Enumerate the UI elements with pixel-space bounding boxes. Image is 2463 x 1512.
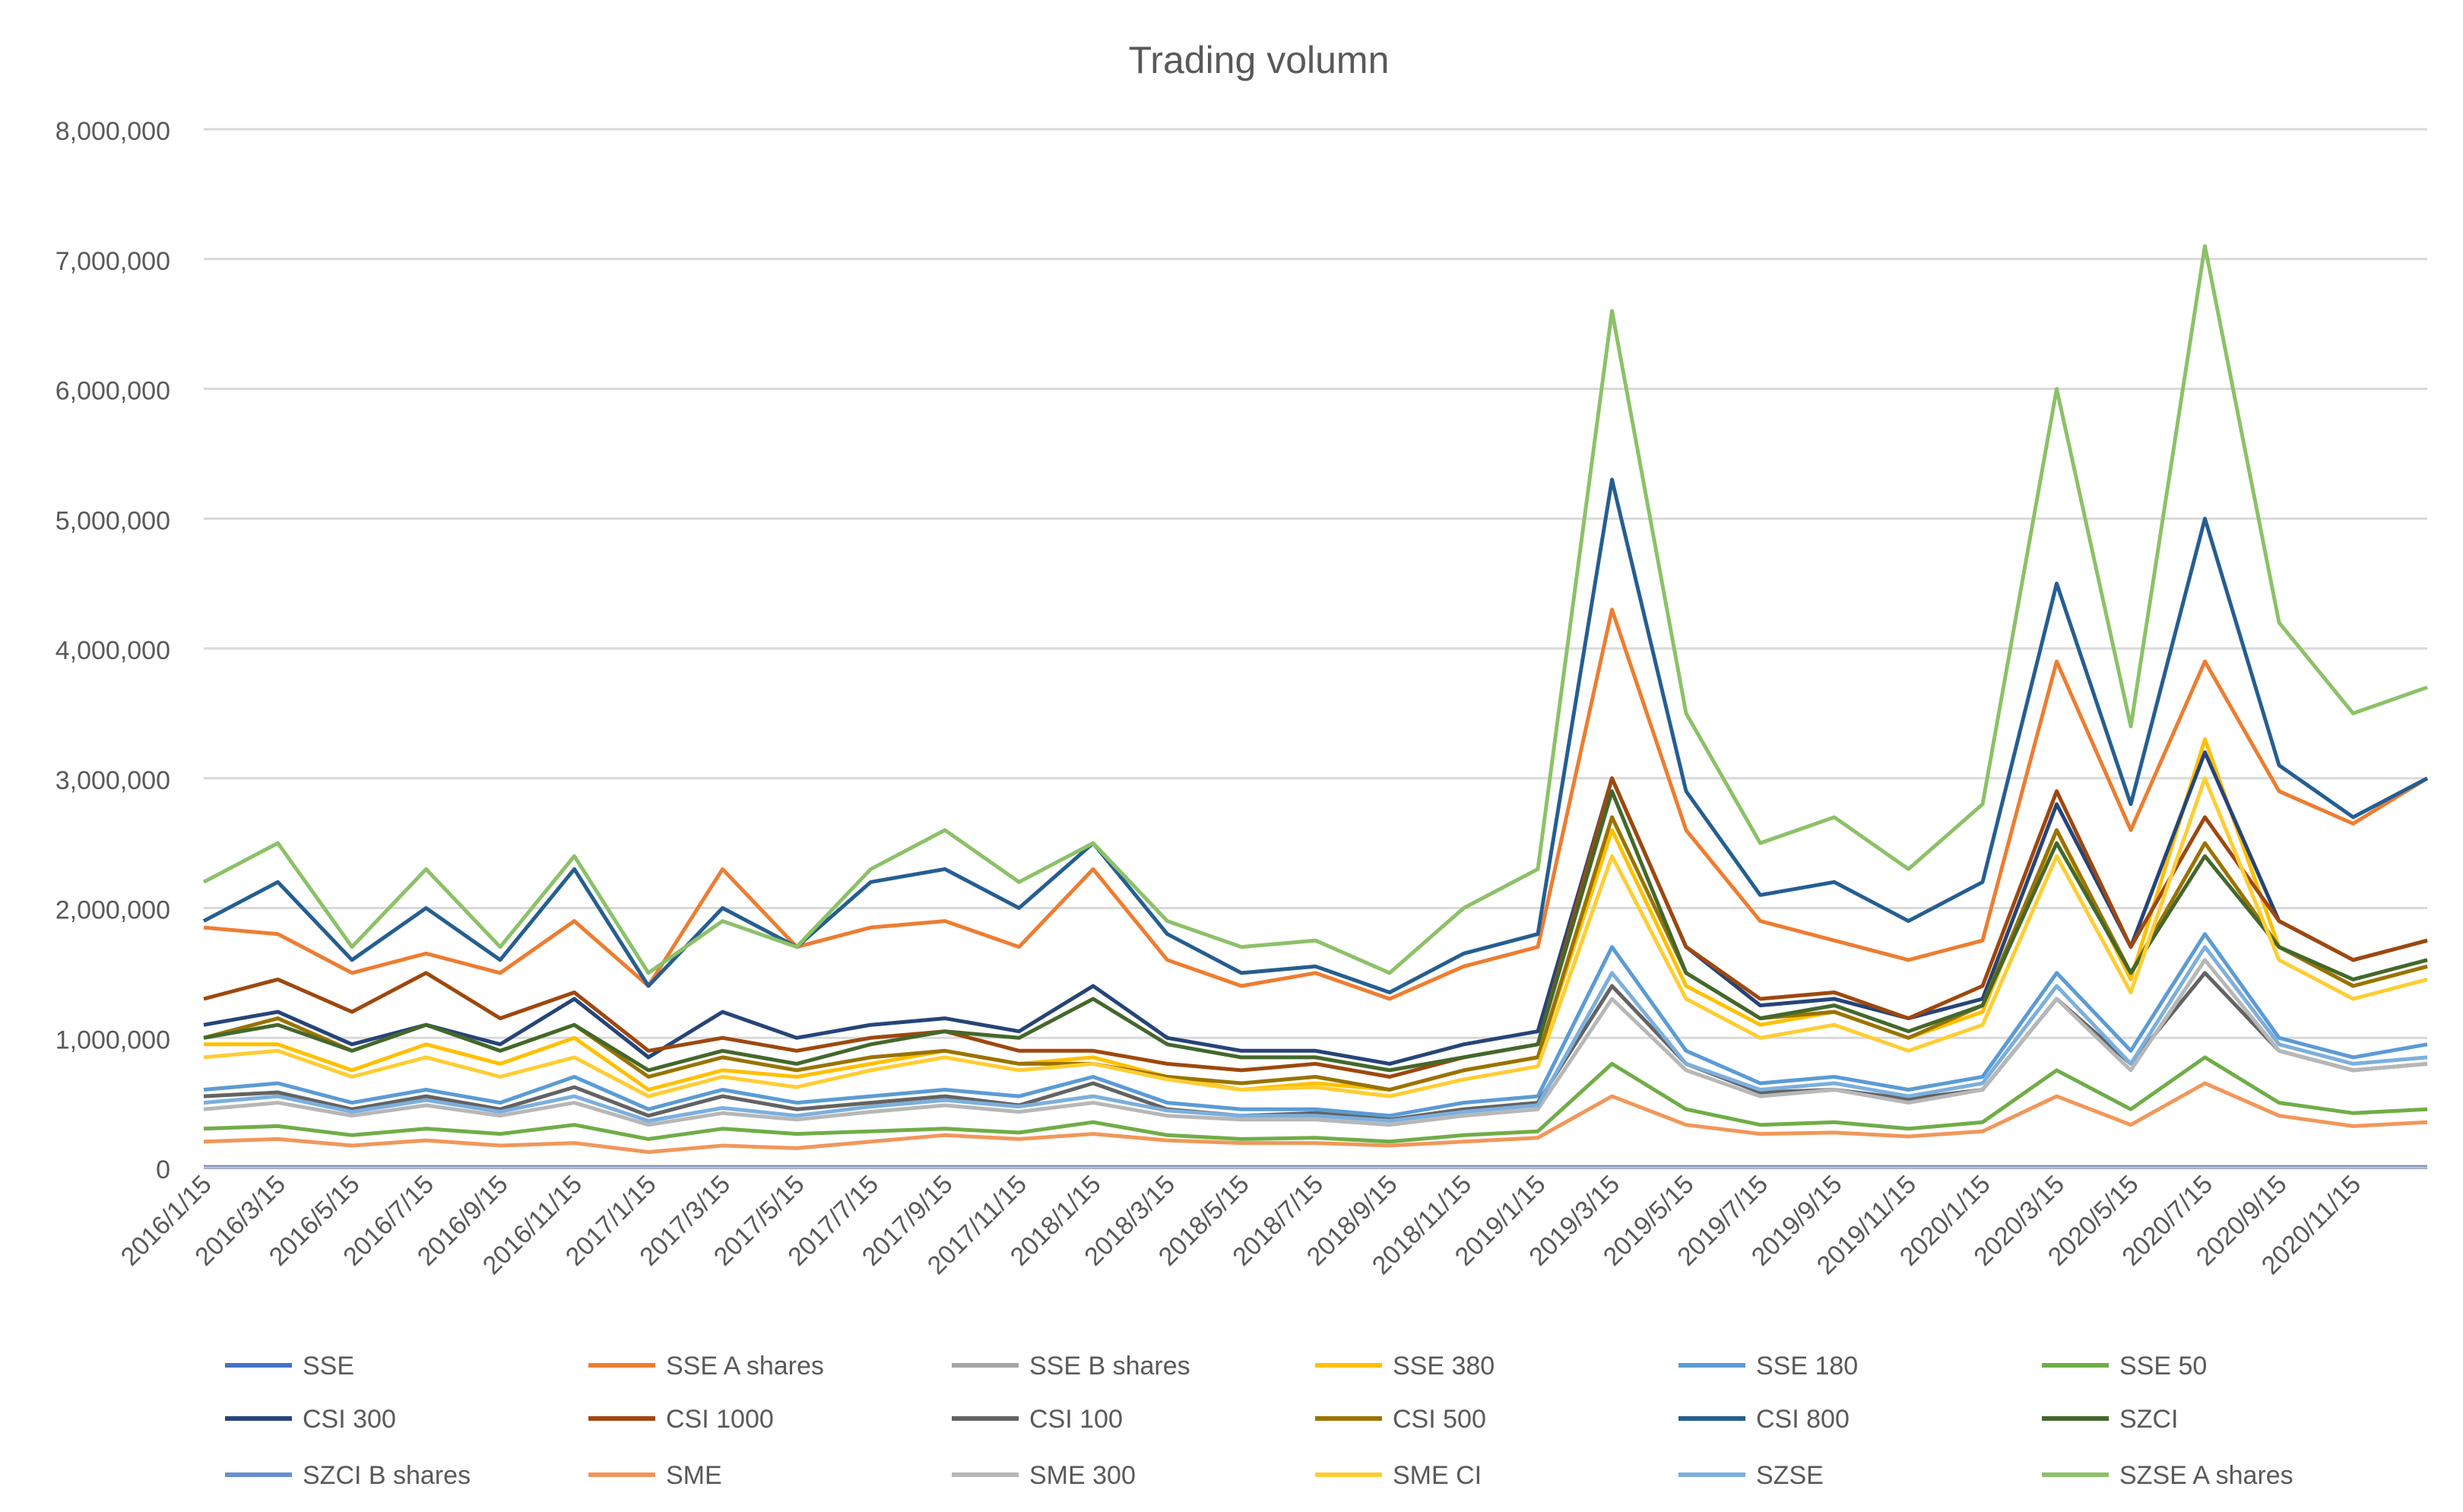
series-line-csi-1000 [203, 776, 2428, 1079]
y-tick-label: 1,000,000 [55, 1025, 170, 1054]
y-tick-label: 0 [156, 1155, 170, 1184]
legend: SSE SSE A shares SSE B shares SSE 380 SSE 18… [225, 1352, 2293, 1490]
legend-label: CSI 1000 [666, 1405, 774, 1434]
x-axis-ticks: 2016/1/152016/3/152016/5/152016/7/152016… [116, 1170, 2366, 1280]
legend-label: CSI 800 [1756, 1405, 1850, 1434]
y-axis-ticks: 0 1,000,000 2,000,000 3,000,000 4,000,000 5,0… [55, 117, 170, 1184]
series-line-szse-a-shares [202, 244, 2428, 975]
series-line-sse-50 [203, 1055, 2428, 1144]
y-tick-label: 5,000,000 [55, 506, 170, 535]
legend-label: SSE B shares [1029, 1352, 1190, 1380]
legend-label: SZSE A shares [2119, 1461, 2293, 1490]
legend-label: CSI 300 [303, 1405, 396, 1434]
y-tick-label: 7,000,000 [55, 247, 170, 276]
y-tick-label: 4,000,000 [55, 636, 170, 665]
series-line-csi-100 [203, 971, 2428, 1122]
series-line-sse-180 [203, 932, 2428, 1118]
series-line-csi-300 [203, 750, 2428, 1066]
series-line-szci [203, 789, 2428, 1073]
legend-label: SME 300 [1029, 1461, 1136, 1490]
series-line-szse [203, 945, 2428, 1123]
series-lines [202, 244, 2429, 1169]
legend-label: SME [666, 1461, 722, 1490]
legend-label: SSE 180 [1756, 1352, 1858, 1380]
gridlines [204, 128, 2427, 1039]
series-line-sme-ci [203, 776, 2428, 1098]
series-line-sme [203, 1081, 2428, 1154]
legend-label: SZSE [1756, 1461, 1824, 1490]
y-tick-label: 8,000,000 [55, 117, 170, 146]
legend-label: SZCI [2119, 1405, 2178, 1434]
chart-title: Trading volumn [1129, 39, 1390, 81]
legend-label: CSI 100 [1029, 1405, 1123, 1434]
legend-label: SZCI B shares [303, 1461, 471, 1490]
series-line-sse-a-shares [203, 607, 2429, 1001]
legend-label: SSE A shares [666, 1352, 824, 1380]
y-tick-label: 6,000,000 [55, 377, 170, 406]
legend-label: SSE 50 [2119, 1352, 2207, 1380]
legend-label: CSI 500 [1393, 1405, 1486, 1434]
legend-label: SSE [303, 1352, 354, 1380]
y-tick-label: 2,000,000 [55, 896, 170, 925]
series-line-csi-800 [202, 477, 2429, 994]
y-tick-label: 3,000,000 [55, 766, 170, 795]
series-line-sme-300 [203, 958, 2428, 1127]
legend-label: SSE 380 [1393, 1352, 1495, 1380]
legend-label: SME CI [1393, 1461, 1482, 1490]
